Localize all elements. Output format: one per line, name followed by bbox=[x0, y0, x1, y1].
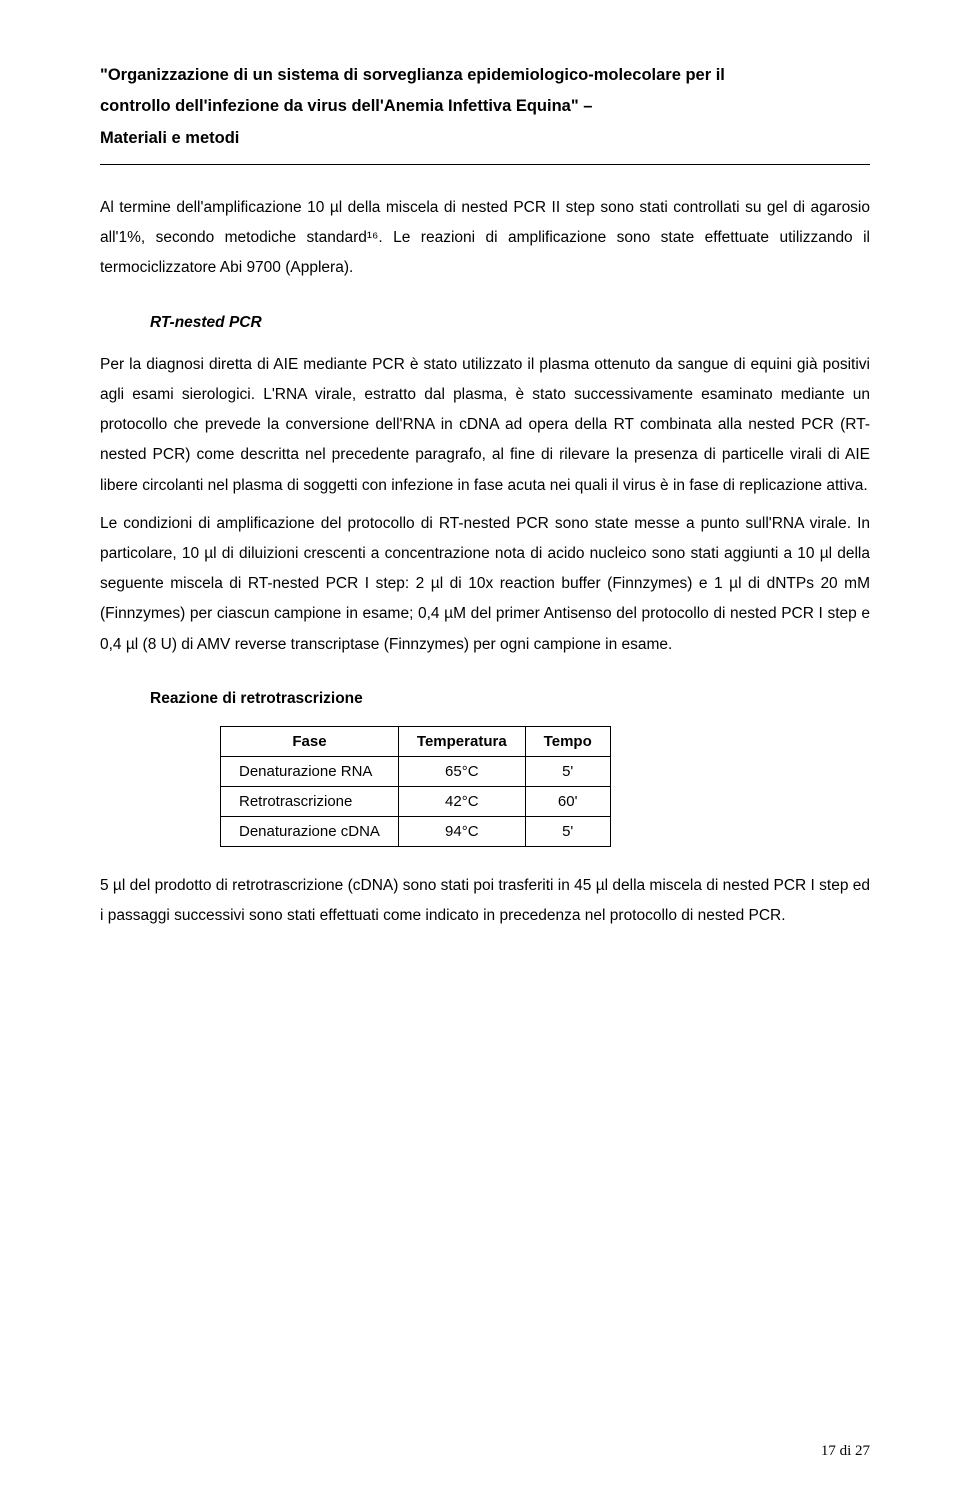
header-divider bbox=[100, 164, 870, 165]
page-header: "Organizzazione di un sistema di sorvegl… bbox=[100, 60, 870, 154]
cell-phase: Denaturazione cDNA bbox=[221, 816, 399, 846]
page-number: 17 di 27 bbox=[821, 1443, 870, 1460]
paragraph-1: Al termine dell'amplificazione 10 µl del… bbox=[100, 193, 870, 284]
cell-temp: 42°C bbox=[398, 786, 525, 816]
cell-time: 5' bbox=[525, 816, 610, 846]
table-row: Denaturazione cDNA 94°C 5' bbox=[221, 816, 611, 846]
header-line-3: Materiali e metodi bbox=[100, 123, 870, 154]
retro-table-wrap: Fase Temperatura Tempo Denaturazione RNA… bbox=[220, 726, 870, 847]
subheading-reazione: Reazione di retrotrascrizione bbox=[150, 690, 870, 708]
col-tempo: Tempo bbox=[525, 726, 610, 756]
table-row: Denaturazione RNA 65°C 5' bbox=[221, 756, 611, 786]
cell-time: 60' bbox=[525, 786, 610, 816]
subheading-rt-nested-pcr: RT-nested PCR bbox=[150, 314, 870, 332]
col-fase: Fase bbox=[221, 726, 399, 756]
retrotranscription-table: Fase Temperatura Tempo Denaturazione RNA… bbox=[220, 726, 611, 847]
paragraph-2: Per la diagnosi diretta di AIE mediante … bbox=[100, 350, 870, 501]
header-line-1: "Organizzazione di un sistema di sorvegl… bbox=[100, 60, 870, 91]
cell-phase: Retrotrascrizione bbox=[221, 786, 399, 816]
col-temperatura: Temperatura bbox=[398, 726, 525, 756]
document-page: "Organizzazione di un sistema di sorvegl… bbox=[0, 0, 960, 1490]
table-row: Retrotrascrizione 42°C 60' bbox=[221, 786, 611, 816]
cell-phase: Denaturazione RNA bbox=[221, 756, 399, 786]
paragraph-4: 5 µl del prodotto di retrotrascrizione (… bbox=[100, 871, 870, 931]
table-header-row: Fase Temperatura Tempo bbox=[221, 726, 611, 756]
header-line-2: controllo dell'infezione da virus dell'A… bbox=[100, 91, 870, 122]
cell-temp: 94°C bbox=[398, 816, 525, 846]
paragraph-3: Le condizioni di amplificazione del prot… bbox=[100, 509, 870, 660]
cell-temp: 65°C bbox=[398, 756, 525, 786]
cell-time: 5' bbox=[525, 756, 610, 786]
